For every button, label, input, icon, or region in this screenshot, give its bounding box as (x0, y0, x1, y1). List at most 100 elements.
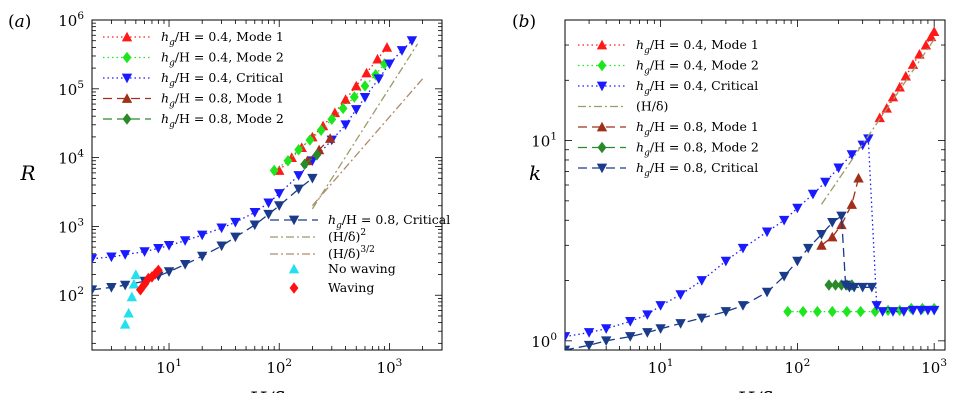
series-9-point (143, 272, 153, 285)
series-9-point (153, 264, 163, 277)
y-tick-label-exp: 4 (77, 148, 84, 160)
series-0-point (914, 48, 925, 59)
series-8-point (119, 318, 131, 329)
y-tick-label-base: 10 (531, 133, 550, 151)
series-2-point (153, 243, 164, 254)
legend-label-rest: /H = 0.8, Critical (650, 160, 758, 175)
x-tick-label: 102 (266, 357, 292, 377)
legend-entry: hg/H = 0.8, Mode 1 (103, 91, 284, 110)
x-tick-label-exp: 3 (940, 357, 947, 369)
series-1-point (783, 305, 793, 318)
series-2-point (928, 305, 940, 316)
legend-label: (H/δ) (636, 99, 668, 114)
legend-marker (288, 215, 300, 226)
legend-marker (122, 51, 132, 64)
series-2-point (696, 276, 707, 286)
legend-entry: No waving (288, 261, 396, 276)
series-8-point (128, 278, 140, 289)
y-tick-label-exp: 6 (77, 10, 84, 22)
panel-label-letter: a (15, 12, 25, 32)
series-2-line (92, 40, 413, 260)
legend-label-a: h (636, 58, 644, 73)
legend-entry: hg/H = 0.4, Critical (578, 78, 758, 97)
series-6-point (778, 271, 790, 282)
series-1-point (798, 305, 808, 318)
panel-label-paren: ( (512, 12, 519, 32)
y-tick-label-exp: 0 (550, 331, 557, 343)
panel-label-paren: ) (25, 12, 32, 32)
series-6-point (816, 229, 827, 240)
series-3-line (820, 39, 935, 205)
series-2-point (737, 243, 749, 254)
series-group (565, 26, 940, 350)
series-8-point (123, 307, 134, 318)
legend-label: hg/H = 0.8, Critical (636, 160, 758, 179)
legend-label: hg/H = 0.4, Mode 1 (636, 37, 759, 56)
series-6-point (803, 243, 814, 254)
series-5-point (106, 282, 117, 293)
series-0-point (925, 31, 937, 42)
legend-label: hg/H = 0.8, Mode 2 (161, 111, 284, 130)
x-tick-label-exp: 2 (804, 357, 811, 369)
series-1-point (360, 80, 370, 92)
legend-marker (597, 141, 607, 154)
series-6-point (761, 287, 773, 298)
legend-label-a: h (636, 140, 644, 155)
series-9-point (150, 268, 160, 280)
legend-label: hg/H = 0.4, Mode 2 (636, 58, 759, 77)
legend-label-sub: g (644, 87, 650, 97)
y-tick-label: 101 (531, 131, 557, 151)
series-4-point (846, 199, 858, 209)
y-tick-label: 104 (58, 148, 84, 168)
legend-marker (596, 81, 608, 92)
series-2-point (820, 177, 831, 188)
x-tick-label: 103 (377, 357, 403, 377)
series-2-point (877, 307, 888, 317)
series-0-point (351, 80, 362, 91)
series-2-point (230, 217, 241, 228)
series-2-point (675, 290, 686, 300)
series-2-point (163, 240, 175, 251)
series-4-point (853, 172, 864, 183)
series-5-point (196, 251, 208, 262)
legend-label-sub: g (169, 120, 175, 130)
x-tick-label-exp: 1 (175, 357, 182, 369)
series-2-point (565, 332, 571, 342)
series-5-point (163, 267, 175, 277)
series-2-point (179, 236, 191, 246)
x-tick-label-exp: 3 (396, 357, 403, 369)
series-3-point (324, 133, 336, 143)
series-0-line (278, 46, 388, 171)
legend-label-rest: /H = 0.8, Mode 2 (175, 111, 284, 126)
legend-label-a: h (636, 119, 644, 134)
series-8-point (126, 291, 138, 302)
legend-label: (H/δ)2 (328, 228, 366, 244)
series-1-point (294, 144, 304, 156)
series-0-point (887, 91, 899, 102)
x-axis-label: H/δ (248, 387, 285, 393)
series-6-point (866, 282, 878, 293)
y-tick-label-base: 10 (58, 150, 77, 168)
x-tick-label-base: 10 (921, 359, 940, 377)
y-axis-label: R (19, 161, 35, 185)
legend-label-sub: g (644, 149, 650, 159)
series-1-point (842, 305, 852, 318)
series-5-point (824, 279, 834, 291)
legend-label-rest: /H = 0.4, Critical (650, 78, 758, 93)
series-5-point (274, 201, 285, 211)
legend-label-a: h (161, 70, 169, 85)
series-2-point (863, 134, 874, 145)
legend-label-rest: /H = 0.8, Mode 1 (175, 91, 284, 106)
series-2-point (871, 301, 882, 311)
series-1-point (827, 305, 837, 318)
y-tick-label-exp: 3 (77, 216, 84, 228)
series-5-point (119, 280, 131, 291)
series-2-point (846, 150, 858, 160)
legend-label-a: h (161, 91, 169, 106)
legend-label-rest: /H = 0.4, Mode 2 (175, 50, 284, 65)
series-2-point (340, 120, 351, 130)
panel-label: (b) (512, 12, 536, 32)
legend-label: Waving (328, 280, 374, 295)
y-axis-label: k (529, 161, 541, 185)
